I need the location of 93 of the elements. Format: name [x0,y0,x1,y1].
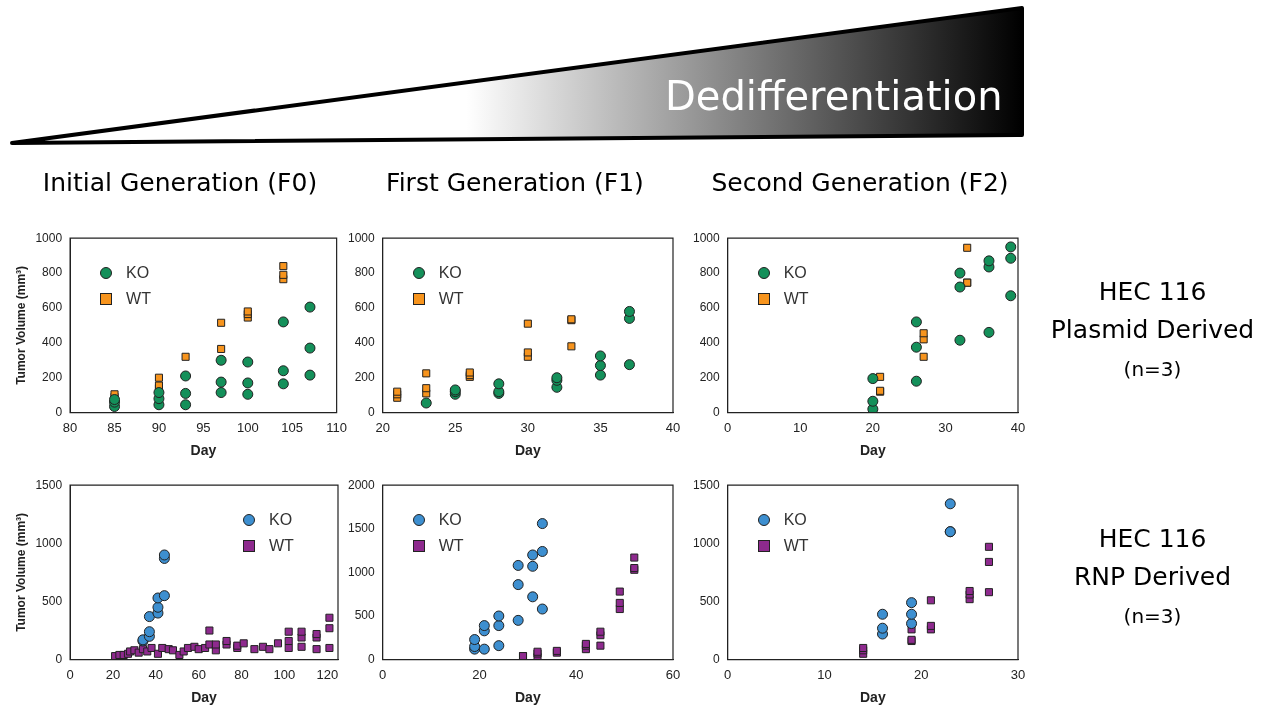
y-tick-label: 800 [699,265,721,280]
y-tick-label: 1500 [35,477,63,492]
text: HEC 116 [1097,523,1208,555]
y-tick-label: 0 [368,404,376,419]
x-tick-label: 0 [379,666,387,682]
x-tick-label: 10 [817,666,832,682]
y-tick-label: 800 [42,265,63,280]
x-axis-title: Day [860,442,886,459]
y-tick-label: 600 [42,300,63,315]
x-tick-label: 100 [273,666,296,682]
x-tick-label: 100 [236,419,259,435]
y-tick-label: 800 [354,265,376,280]
y-tick-label: 1000 [692,535,721,550]
y-tick-label: 500 [354,608,376,623]
legend-label: KO [438,264,462,283]
y-tick-label: 200 [354,370,376,385]
text: HEC 116 [1097,276,1208,308]
x-tick-label: 40 [1010,419,1026,435]
y-tick-label: 1000 [35,535,63,550]
x-tick-label: 80 [234,666,249,682]
x-tick-label: 60 [191,666,206,682]
x-tick-label: 20 [375,419,390,435]
x-tick-label: 20 [914,666,929,682]
x-tick-label: 80 [62,419,78,435]
legend-label: KO [126,264,150,283]
y-tick-label: 400 [42,335,63,350]
x-tick-label: 20 [865,419,881,435]
x-tick-label: 30 [938,419,953,435]
y-axis-title: Tumor Volume (mm³) [13,265,28,385]
x-tick-label: 105 [281,419,304,435]
y-tick-label: 0 [55,651,63,666]
y-tick-label: 0 [713,404,721,419]
x-tick-label: 30 [520,419,536,435]
x-tick-label: 0 [724,419,732,435]
y-tick-label: 600 [699,300,721,315]
x-tick-label: 10 [793,419,808,435]
legend-label: WT [783,290,809,309]
x-tick-label: 40 [569,666,584,682]
y-tick-label: 500 [699,593,721,608]
y-tick-label: 600 [354,300,376,315]
legend-label: WT [126,290,151,309]
y-tick-label: 200 [42,370,63,385]
x-tick-label: 120 [316,666,339,682]
y-tick-label: 1500 [347,521,376,536]
legend-label: KO [783,264,807,283]
chart-title: First Generation (F1) [385,168,645,199]
x-axis-title: Day [190,442,217,459]
x-tick-label: 40 [148,666,164,682]
y-tick-label: 1000 [347,230,376,245]
x-tick-label: 90 [151,419,167,435]
x-tick-label: 25 [448,419,463,435]
x-tick-label: 20 [472,666,487,682]
text: (n=3) [1122,603,1183,630]
legend-label: WT [269,537,294,556]
text: Plasmid Derived [1049,314,1256,346]
y-tick-label: 0 [713,651,721,666]
legend-label: WT [783,537,809,556]
legend-label: WT [438,290,464,309]
x-tick-label: 60 [665,666,681,682]
y-tick-label: 400 [354,335,376,350]
y-tick-label: 1500 [692,477,721,492]
text: Dedifferentiation [665,73,1003,119]
y-tick-label: 0 [55,404,63,419]
x-tick-label: 0 [66,666,74,682]
y-tick-label: 200 [699,370,721,385]
text: RNP Derived [1073,561,1232,593]
y-tick-label: 1000 [347,564,376,579]
x-tick-label: 30 [1010,666,1026,682]
chart-title: Initial Generation (F0) [41,168,319,199]
x-axis-title: Day [191,689,218,706]
legend-label: WT [438,537,464,556]
y-tick-label: 500 [42,593,63,608]
x-tick-label: 0 [724,666,732,682]
y-tick-label: 1000 [35,230,63,245]
chart-title: Second Generation (F2) [710,168,1010,199]
x-tick-label: 20 [105,666,121,682]
x-tick-label: 110 [326,419,347,435]
x-tick-label: 85 [107,419,122,435]
x-axis-title: Day [515,442,541,459]
x-axis-title: Day [515,689,541,706]
x-tick-label: 35 [593,419,608,435]
x-tick-label: 40 [665,419,681,435]
y-tick-label: 0 [368,651,376,666]
legend-label: KO [438,511,462,530]
y-tick-label: 2000 [347,477,376,492]
y-axis-title: Tumor Volume (mm³) [13,512,28,632]
legend-label: KO [269,511,293,530]
y-tick-label: 400 [699,335,721,350]
legend-label: KO [783,511,807,530]
x-axis-title: Day [860,689,886,706]
y-tick-label: 1000 [692,230,721,245]
x-tick-label: 95 [196,419,211,435]
text: (n=3) [1122,356,1183,383]
